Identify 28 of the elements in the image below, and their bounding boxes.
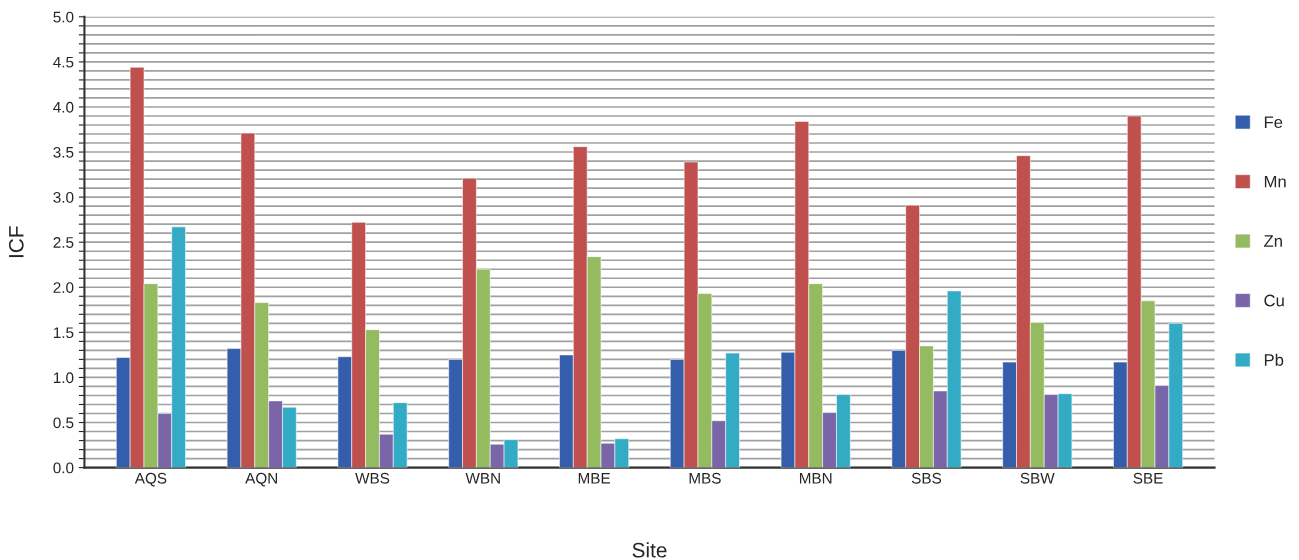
y-tick-label: 3.5 [53,146,74,158]
x-tick-label: SBS [911,472,942,484]
y-tick-label: 0.0 [53,462,74,474]
legend-label: Fe [1264,116,1283,129]
y-tick-label: 3.0 [53,191,74,203]
x-tick-label: MBS [689,472,721,484]
y-tick-label: 4.0 [53,101,74,113]
x-tick-label: MBE [578,473,610,484]
legend-label: Mn [1264,175,1286,188]
x-tick-label: WBS [355,472,390,484]
y-tick-label: 2.0 [53,282,74,293]
y-tick-label: 0.5 [53,417,74,429]
legend-label: Pb [1264,353,1284,366]
x-tick-label: SBW [1020,472,1055,484]
y-tick-label: 5.0 [53,11,74,23]
y-tick-label: 2.5 [53,237,74,248]
legend-label: Zn [1264,235,1282,247]
x-tick-label: SBE [1133,472,1163,484]
x-tick-label: WBN [465,473,500,484]
y-axis-title: ICF [8,226,24,258]
y-tick-label: 1.5 [53,327,74,339]
x-tick-label: MBN [799,473,832,484]
x-axis-title: Site [632,542,667,558]
y-tick-label: 4.5 [53,56,74,68]
legend-label: Cu [1264,294,1284,307]
x-tick-label: AQS [134,472,167,487]
y-tick-label: 1.0 [53,372,74,384]
x-tick-label: AQN [245,472,278,487]
